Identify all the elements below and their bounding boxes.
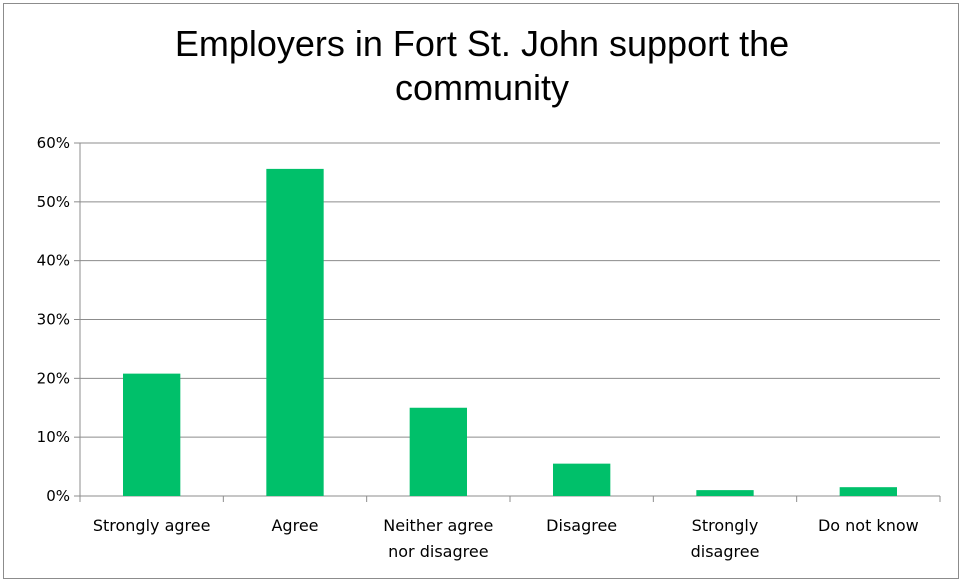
bar (553, 463, 611, 496)
y-tick-label: 40% (37, 252, 70, 270)
chart-title: Employers in Fort St. John support the c… (0, 22, 964, 110)
bar (839, 487, 897, 496)
x-tick-label: Strongly agree (93, 516, 211, 535)
y-tick-label: 0% (46, 487, 70, 505)
bar (696, 490, 754, 496)
y-tick-label: 30% (37, 311, 70, 329)
x-tick-label: disagree (691, 542, 760, 561)
x-tick-label: Disagree (546, 516, 617, 535)
x-tick-label: nor disagree (388, 542, 488, 561)
y-tick-label: 50% (37, 193, 70, 211)
chart-title-line-2: community (394, 67, 570, 108)
x-tick-label: Do not know (818, 516, 919, 535)
y-tick-label: 10% (37, 428, 70, 446)
x-tick-label: Neither agree (383, 516, 493, 535)
bar (409, 407, 467, 496)
chart-title-line-1: Employers in Fort St. John support the (174, 23, 790, 64)
y-tick-label: 20% (37, 369, 70, 387)
bar (123, 373, 181, 496)
bar (266, 168, 324, 497)
y-tick-label: 60% (37, 134, 70, 152)
x-tick-label: Strongly (692, 516, 759, 535)
x-tick-label: Agree (271, 516, 318, 535)
